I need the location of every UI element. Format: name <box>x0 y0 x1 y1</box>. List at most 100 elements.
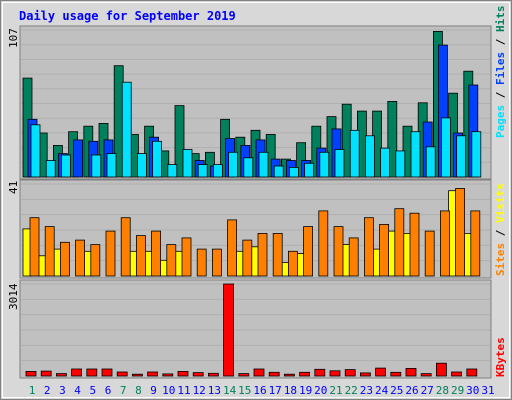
legend-top: Pages / Files / Hits <box>494 6 507 139</box>
bar-pages-day-14 <box>228 151 239 178</box>
bar-sites-day-15 <box>242 239 253 277</box>
bars-bot <box>25 283 478 377</box>
bar-pages-day-28 <box>440 117 451 178</box>
bar-hits-day-25 <box>387 101 398 178</box>
legend-sites: Sites <box>494 243 507 276</box>
legend-pages: Pages <box>494 105 507 138</box>
x-tick-day-20: 20 <box>314 384 327 397</box>
bar-pages-day-25 <box>395 150 406 178</box>
bar-kbytes-day-6 <box>101 368 113 377</box>
bar-kbytes-day-17 <box>268 371 280 377</box>
bar-sites-day-3 <box>60 241 70 277</box>
bar-pages-day-7 <box>121 81 132 178</box>
bar-sites-day-27 <box>424 230 435 277</box>
bar-pages-day-5 <box>91 154 102 178</box>
bar-sites-day-13 <box>211 248 222 277</box>
bar-kbytes-day-12 <box>192 372 204 377</box>
bar-pages-day-26 <box>410 131 421 178</box>
svg-text:KBytes: KBytes <box>494 337 507 377</box>
bar-sites-day-29 <box>455 188 466 277</box>
x-tick-day-14: 14 <box>223 384 237 397</box>
bar-sites-day-12 <box>196 248 207 277</box>
bar-pages-day-2 <box>45 160 56 178</box>
bar-kbytes-day-30 <box>466 368 478 377</box>
bar-pages-day-30 <box>471 131 482 178</box>
bar-sites-day-8 <box>135 235 146 277</box>
x-tick-day-21: 21 <box>329 384 342 397</box>
x-tick-day-23: 23 <box>360 384 373 397</box>
x-tick-day-9: 9 <box>150 384 157 397</box>
bar-kbytes-day-27 <box>420 373 432 377</box>
bar-sites-day-20 <box>318 210 329 277</box>
bar-sites-day-11 <box>181 237 192 277</box>
x-tick-day-31: 31 <box>481 384 494 397</box>
ymax-mid-label: 41 <box>7 181 20 194</box>
legend-hits: Hits <box>494 6 507 33</box>
bar-pages-day-13 <box>212 164 223 178</box>
bars-mid <box>22 188 481 277</box>
bar-sites-day-6 <box>105 230 116 277</box>
x-tick-day-5: 5 <box>89 384 96 397</box>
bar-kbytes-day-5 <box>86 368 98 377</box>
bar-pages-day-8 <box>136 153 147 178</box>
bar-pages-day-21 <box>334 149 345 178</box>
bar-hits-day-19 <box>296 142 307 178</box>
bar-kbytes-day-11 <box>177 370 189 377</box>
x-tick-day-3: 3 <box>59 384 66 397</box>
bar-kbytes-day-13 <box>207 372 219 377</box>
bar-pages-day-15 <box>243 157 254 178</box>
x-tick-day-25: 25 <box>390 384 403 397</box>
bar-kbytes-day-28 <box>435 362 447 377</box>
legend-mid: Sites / Visits <box>494 183 507 276</box>
bar-kbytes-day-22 <box>344 369 356 377</box>
bar-sites-day-30 <box>470 210 481 277</box>
bar-kbytes-day-10 <box>162 373 174 377</box>
bar-hits-day-11 <box>174 105 185 178</box>
chart-title: Daily usage for September 2019 <box>19 9 236 23</box>
bar-pages-day-24 <box>380 147 391 178</box>
bar-sites-day-9 <box>151 230 162 277</box>
panel-bot <box>19 279 492 379</box>
svg-text:Sites / Visits: Sites / Visits <box>494 183 507 276</box>
x-tick-day-7: 7 <box>120 384 127 397</box>
bar-pages-day-23 <box>364 135 375 178</box>
bar-kbytes-day-18 <box>283 373 295 377</box>
bar-pages-day-18 <box>288 166 299 178</box>
bar-sites-day-4 <box>75 239 85 277</box>
bar-files-day-4 <box>73 139 83 178</box>
bar-kbytes-day-15 <box>238 373 250 377</box>
x-tick-day-29: 29 <box>451 384 464 397</box>
bar-pages-day-20 <box>319 151 330 178</box>
bar-pages-day-3 <box>61 154 71 178</box>
bar-kbytes-day-21 <box>329 370 341 377</box>
x-tick-day-24: 24 <box>375 384 389 397</box>
x-tick-day-18: 18 <box>284 384 297 397</box>
x-tick-day-26: 26 <box>405 384 418 397</box>
legend-sep-2: / <box>494 38 507 45</box>
bar-sites-day-1 <box>29 217 40 277</box>
x-tick-day-2: 2 <box>44 384 51 397</box>
bar-sites-day-28 <box>439 210 450 277</box>
ymax-bot-label: 3014 <box>7 283 20 310</box>
x-tick-day-22: 22 <box>345 384 358 397</box>
bar-pages-day-10 <box>167 164 178 178</box>
bar-sites-day-5 <box>90 244 101 277</box>
x-tick-day-16: 16 <box>253 384 266 397</box>
bar-sites-day-16 <box>257 232 268 277</box>
bar-pages-day-9 <box>152 140 163 178</box>
legend-files: Files <box>494 52 507 85</box>
bar-kbytes-day-9 <box>147 371 159 377</box>
legend-visits: Visits <box>494 183 507 223</box>
x-tick-labels: 1 2 3 4 5 6 7 8 9 10 11 12 13 14 15 16 17 18 19 20 21 22 23 24 2… <box>29 384 495 397</box>
bar-pages-day-12 <box>197 164 208 178</box>
bar-kbytes-day-20 <box>314 368 326 377</box>
x-tick-day-6: 6 <box>105 384 112 397</box>
x-tick-day-15: 15 <box>238 384 251 397</box>
x-tick-day-13: 13 <box>208 384 221 397</box>
ymax-top-label: 107 <box>7 28 20 48</box>
x-tick-day-1: 1 <box>29 384 36 397</box>
bar-sites-day-2 <box>44 226 55 277</box>
bar-kbytes-day-24 <box>375 367 387 377</box>
bar-pages-day-1 <box>30 124 41 178</box>
